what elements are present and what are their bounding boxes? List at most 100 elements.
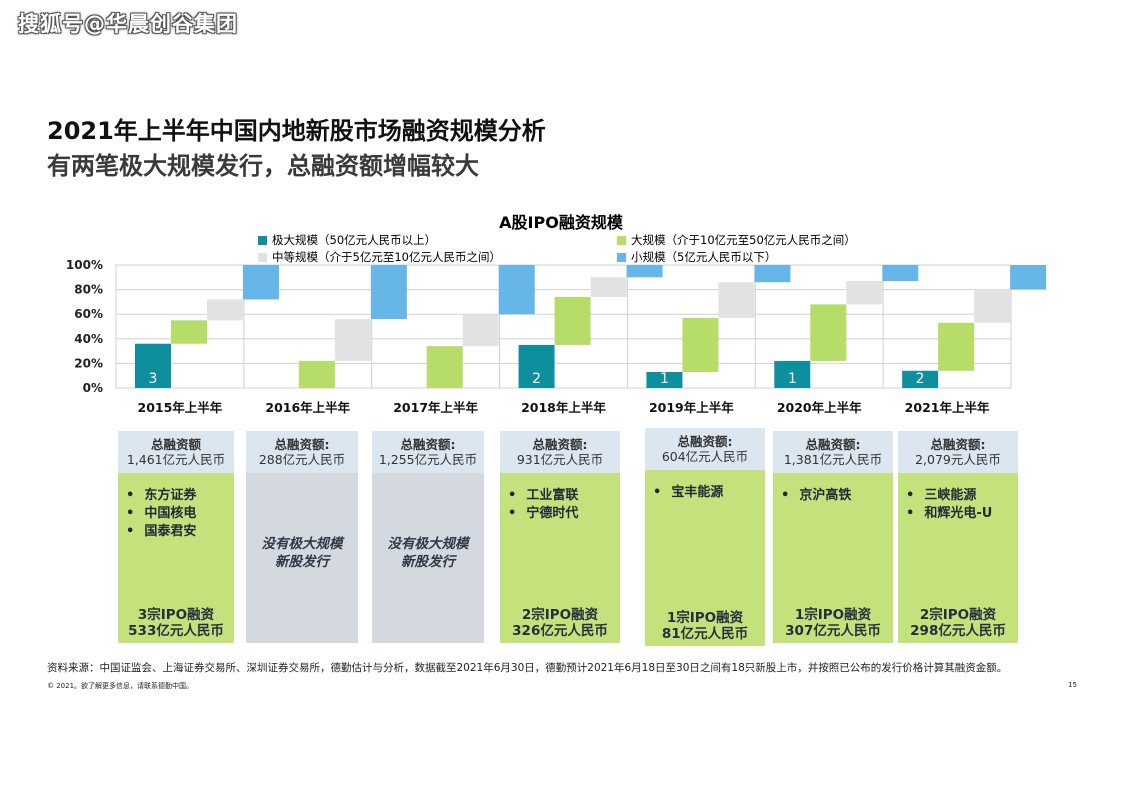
- x-tick-label: 2015年上半年: [138, 400, 223, 415]
- bar-medium: [846, 280, 883, 305]
- bar-small: [882, 265, 919, 281]
- list-item: 国泰君安: [126, 523, 196, 541]
- card-body: 没有极大规模 新股发行: [246, 473, 358, 643]
- total-funding-label: 总融资额:: [400, 437, 456, 452]
- ipo-summary: 1宗IPO融资 81亿元人民币: [645, 610, 765, 642]
- note-line: 新股发行: [401, 554, 455, 570]
- y-tick-label: 40%: [74, 332, 103, 346]
- legend-swatch: [617, 252, 626, 262]
- no-large-ipo-note: 没有极大规模 新股发行: [372, 535, 484, 571]
- legend-label: 大规模（介于10亿元至50亿元人民币之间）: [631, 233, 856, 247]
- total-funding-value: 1,461亿元人民币: [126, 452, 226, 467]
- y-tick-label: 100%: [66, 258, 103, 272]
- total-funding-value: 931亿元人民币: [516, 452, 604, 467]
- list-item: 工业富联: [508, 487, 578, 505]
- data-label: 1: [660, 371, 669, 387]
- ipo-count: 3宗IPO融资: [137, 607, 215, 623]
- bar-small: [1010, 265, 1047, 290]
- card-body: 没有极大规模 新股发行: [372, 473, 484, 643]
- ipo-amount: 533亿元人民币: [128, 623, 224, 639]
- list-item: 中国核电: [126, 505, 196, 523]
- total-funding-label: 总融资额:: [532, 437, 588, 452]
- ipo-amount: 307亿元人民币: [785, 623, 881, 639]
- list-item: 三峡能源: [906, 487, 992, 505]
- page-title: 2021年上半年中国内地新股市场融资规模分析: [47, 117, 546, 145]
- watermark: 搜狐号@华晨创谷集团: [18, 12, 238, 36]
- list-item: 京沪高铁: [781, 487, 851, 505]
- data-label: 1: [788, 371, 797, 387]
- total-funding-label: 总融资额:: [274, 437, 330, 452]
- legend-item-large: 大规模（介于10亿元至50亿元人民币之间）: [617, 232, 856, 248]
- list-item: 和辉光电-U: [906, 505, 992, 523]
- legend-label: 小规模（5亿元人民币以下）: [631, 250, 777, 264]
- y-tick-label: 20%: [74, 356, 103, 370]
- y-tick-label: 60%: [74, 307, 103, 321]
- ipo-company-list: 三峡能源和辉光电-U: [906, 487, 992, 523]
- card-header: 总融资额 1,461亿元人民币: [118, 431, 234, 473]
- bar-large: [682, 317, 719, 373]
- total-funding-value: 1,381亿元人民币: [783, 452, 883, 467]
- data-label: 2: [916, 371, 925, 387]
- ipo-summary: 3宗IPO融资 533亿元人民币: [118, 607, 234, 639]
- card-header: 总融资额: 2,079元人民币: [898, 431, 1018, 473]
- card-header: 总融资额: 931亿元人民币: [500, 431, 620, 473]
- total-funding-label: 总融资额:: [805, 437, 861, 452]
- page-number: 15: [1068, 681, 1077, 689]
- bar-large: [426, 346, 463, 388]
- bar-very-large: [774, 360, 811, 388]
- card-header: 总融资额: 604亿元人民币: [645, 428, 765, 470]
- no-large-ipo-note: 没有极大规模 新股发行: [246, 535, 358, 571]
- bar-very-large: [518, 344, 555, 388]
- total-funding-value: 604亿元人民币: [661, 449, 749, 464]
- summary-card: 总融资额: 1,255亿元人民币没有极大规模 新股发行: [372, 431, 484, 643]
- bar-large: [810, 304, 847, 361]
- ipo-count: 2宗IPO融资: [521, 607, 599, 623]
- ipo-count: 1宗IPO融资: [794, 607, 872, 623]
- legend-label: 极大规模（50亿元人民币以上）: [272, 233, 437, 247]
- legend-item-medium: 中等规模（介于5亿元至10亿元人民币之间）: [258, 249, 501, 265]
- chart-title: A股IPO融资规模: [499, 213, 623, 232]
- card-header: 总融资额: 1,255亿元人民币: [372, 431, 484, 473]
- ipo-company-list: 宝丰能源: [653, 484, 723, 502]
- x-tick-label: 2021年上半年: [905, 400, 990, 415]
- bar-medium: [207, 299, 243, 321]
- total-funding-label: 总融资额: [150, 437, 201, 452]
- ipo-summary: 2宗IPO融资 326亿元人民币: [500, 607, 620, 639]
- total-funding-value: 2,079元人民币: [915, 452, 1001, 467]
- card-header: 总融资额: 288亿元人民币: [246, 431, 358, 473]
- ipo-summary: 1宗IPO融资 307亿元人民币: [773, 607, 893, 639]
- bar-very-large: [135, 343, 171, 388]
- copyright: © 2021。欲了解更多信息，请联系德勤中国。: [47, 682, 194, 690]
- data-label: 2: [532, 371, 541, 387]
- total-funding-value: 1,255亿元人民币: [378, 452, 478, 467]
- bar-small: [498, 265, 535, 315]
- total-funding-label: 总融资额:: [930, 437, 986, 452]
- bar-large: [298, 360, 335, 388]
- bar-medium: [974, 289, 1011, 323]
- legend-swatch: [258, 252, 267, 262]
- bar-very-large: [646, 372, 683, 388]
- bar-small: [626, 265, 663, 278]
- ipo-count: 2宗IPO融资: [919, 607, 997, 623]
- bar-small: [243, 265, 279, 300]
- legend-label: 中等规模（介于5亿元至10亿元人民币之间）: [272, 250, 501, 264]
- bar-large: [938, 322, 975, 371]
- ipo-count: 1宗IPO融资: [666, 610, 744, 626]
- ipo-amount: 298亿元人民币: [910, 623, 1006, 639]
- ipo-company-list: 京沪高铁: [781, 487, 851, 505]
- note-line: 新股发行: [275, 554, 329, 570]
- ipo-amount: 326亿元人民币: [512, 623, 608, 639]
- x-tick-label: 2019年上半年: [649, 400, 734, 415]
- total-funding-value: 288亿元人民币: [258, 452, 346, 467]
- bar-medium: [462, 314, 499, 347]
- data-label: 3: [149, 371, 158, 387]
- bar-small: [754, 265, 791, 283]
